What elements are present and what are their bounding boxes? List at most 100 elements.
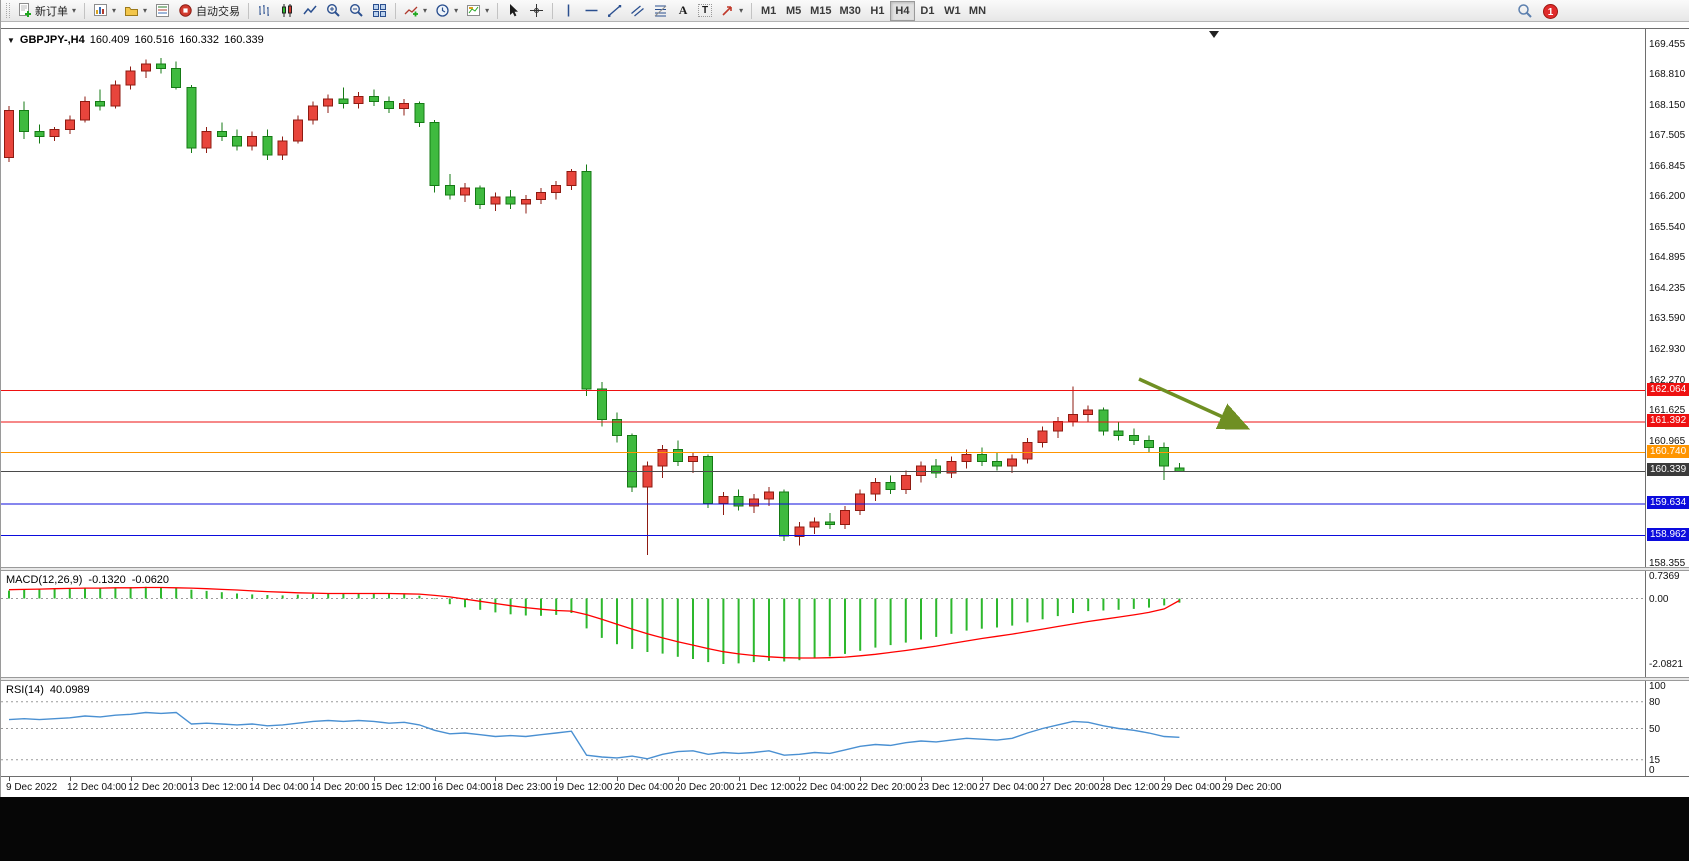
vertical-line-icon <box>561 3 576 18</box>
zoom-out-icon <box>349 3 364 18</box>
timeframe-D1[interactable]: D1 <box>920 4 935 17</box>
timeframe-M5[interactable]: M5 <box>785 4 802 17</box>
price-tick: 169.455 <box>1649 39 1686 50</box>
macd-chart[interactable] <box>1 571 1646 677</box>
time-tick <box>70 777 71 781</box>
chart-shift-marker[interactable] <box>1209 31 1219 38</box>
price-tick: 161.625 <box>1649 405 1686 416</box>
indicators-button[interactable] <box>400 1 431 21</box>
profiles-button[interactable] <box>120 1 151 21</box>
candlestick-chart[interactable] <box>1 30 1646 568</box>
cursor-button[interactable] <box>502 1 525 21</box>
horizontal-line-button[interactable] <box>580 1 603 21</box>
rsi-panel[interactable]: RSI(14) 40.0989 100 80 50 15 0 <box>1 681 1689 776</box>
panel-splitter[interactable] <box>1 677 1689 681</box>
time-tick <box>374 777 375 781</box>
notification-badge[interactable]: 1 <box>1543 3 1558 19</box>
time-label: 27 Dec 04:00 <box>979 782 1039 793</box>
timeframe-toolbar: M1 M5 M15 M30 H1 H4 D1 W1 MN <box>756 0 990 21</box>
templates-button[interactable] <box>462 1 493 21</box>
symbol-period-label: GBPJPY-,H4 <box>19 34 85 46</box>
time-tick <box>1043 777 1044 781</box>
rsi-scale[interactable]: 100 80 50 15 0 <box>1645 681 1689 776</box>
fibonacci-button[interactable] <box>649 1 672 21</box>
line-chart-button[interactable] <box>299 1 322 21</box>
ohlc-low: 160.332 <box>179 34 220 46</box>
time-label: 9 Dec 2022 <box>6 782 58 793</box>
market-watch-button[interactable] <box>151 1 174 21</box>
price-chart-panel[interactable]: ▼ GBPJPY-,H4 160.409 160.516 160.332 160… <box>1 28 1689 569</box>
one-click-trading-toggle[interactable]: ▼ <box>7 35 15 45</box>
timeframe-W1[interactable]: W1 <box>944 4 961 17</box>
time-tick <box>678 777 679 781</box>
timeframe-H4[interactable]: H4 <box>889 0 915 21</box>
time-tick <box>556 777 557 781</box>
rsi-scale-tick: 15 <box>1649 755 1661 766</box>
crosshair-button[interactable] <box>525 1 548 21</box>
time-label: 29 Dec 04:00 <box>1161 782 1221 793</box>
time-label: 20 Dec 20:00 <box>675 782 735 793</box>
arrows-tool-button[interactable] <box>716 1 747 21</box>
macd-panel[interactable]: MACD(12,26,9) -0.1320 -0.0620 0.7369 0.00… <box>1 571 1689 677</box>
toolbar-grip[interactable] <box>6 3 10 18</box>
timeframe-M30[interactable]: M30 <box>839 4 861 17</box>
rsi-scale-tick: 100 <box>1649 681 1666 692</box>
panel-splitter[interactable] <box>1 567 1689 571</box>
vertical-line-button[interactable] <box>557 1 580 21</box>
zoom-in-icon <box>326 3 341 18</box>
trendline-icon <box>607 3 622 18</box>
time-tick <box>1225 777 1226 781</box>
price-tick: 160.965 <box>1649 436 1686 447</box>
timeframe-M15[interactable]: M15 <box>810 4 832 17</box>
label-icon: T <box>698 4 713 17</box>
new-order-button[interactable]: 新订单 <box>13 1 80 21</box>
search-icon <box>1517 3 1533 19</box>
text-tool-button[interactable]: A <box>672 1 694 21</box>
toolbar-right-group: 1 <box>1513 1 1558 21</box>
zoom-in-button[interactable] <box>322 1 345 21</box>
rsi-scale-tick: 0 <box>1649 765 1655 776</box>
candlestick-chart-button[interactable] <box>276 1 299 21</box>
time-tick <box>191 777 192 781</box>
time-tick <box>860 777 861 781</box>
price-tick: 168.150 <box>1649 100 1686 111</box>
time-label: 21 Dec 12:00 <box>736 782 796 793</box>
label-tool-button[interactable]: T <box>694 1 716 21</box>
rsi-scale-tick: 50 <box>1649 724 1661 735</box>
arrows-icon <box>720 3 735 18</box>
macd-scale[interactable]: 0.7369 0.00 -2.0821 <box>1645 571 1689 677</box>
periods-button[interactable] <box>431 1 462 21</box>
search-button[interactable] <box>1513 1 1537 21</box>
bars-icon <box>257 3 272 18</box>
crosshair-icon <box>529 3 544 18</box>
bar-chart-button[interactable] <box>253 1 276 21</box>
price-scale[interactable]: 169.455 168.810 168.150 167.505 166.845 166.2… <box>1645 29 1689 569</box>
time-tick <box>9 777 10 781</box>
trendline-button[interactable] <box>603 1 626 21</box>
desktop-background <box>0 797 1689 861</box>
timeframe-H1[interactable]: H1 <box>870 4 885 17</box>
autotrade-button[interactable]: 自动交易 <box>174 1 244 21</box>
time-label: 13 Dec 12:00 <box>188 782 248 793</box>
timeframe-MN[interactable]: MN <box>968 4 987 17</box>
price-tick: 165.540 <box>1649 222 1686 233</box>
macd-scale-tick: 0.7369 <box>1649 571 1680 582</box>
periods-icon <box>435 3 450 18</box>
time-axis[interactable]: 9 Dec 2022 12 Dec 04:00 12 Dec 20:00 13 Dec… <box>1 776 1689 797</box>
new-chart-button[interactable] <box>89 1 120 21</box>
chart-title: ▼ GBPJPY-,H4 160.409 160.516 160.332 160… <box>7 34 264 46</box>
price-tick: 164.235 <box>1649 283 1686 294</box>
timeframe-M1[interactable]: M1 <box>760 4 777 17</box>
ohlc-close: 160.339 <box>224 34 264 46</box>
horizontal-line-icon <box>584 3 599 18</box>
trend-arrow[interactable] <box>1138 377 1251 430</box>
zoom-out-button[interactable] <box>345 1 368 21</box>
time-tick <box>1164 777 1165 781</box>
price-tick: 158.355 <box>1649 558 1686 569</box>
channel-button[interactable] <box>626 1 649 21</box>
macd-main-value: -0.1320 <box>88 574 126 586</box>
time-label: 22 Dec 04:00 <box>796 782 856 793</box>
time-tick <box>1103 777 1104 781</box>
tile-windows-button[interactable] <box>368 1 391 21</box>
rsi-chart[interactable] <box>1 681 1646 776</box>
